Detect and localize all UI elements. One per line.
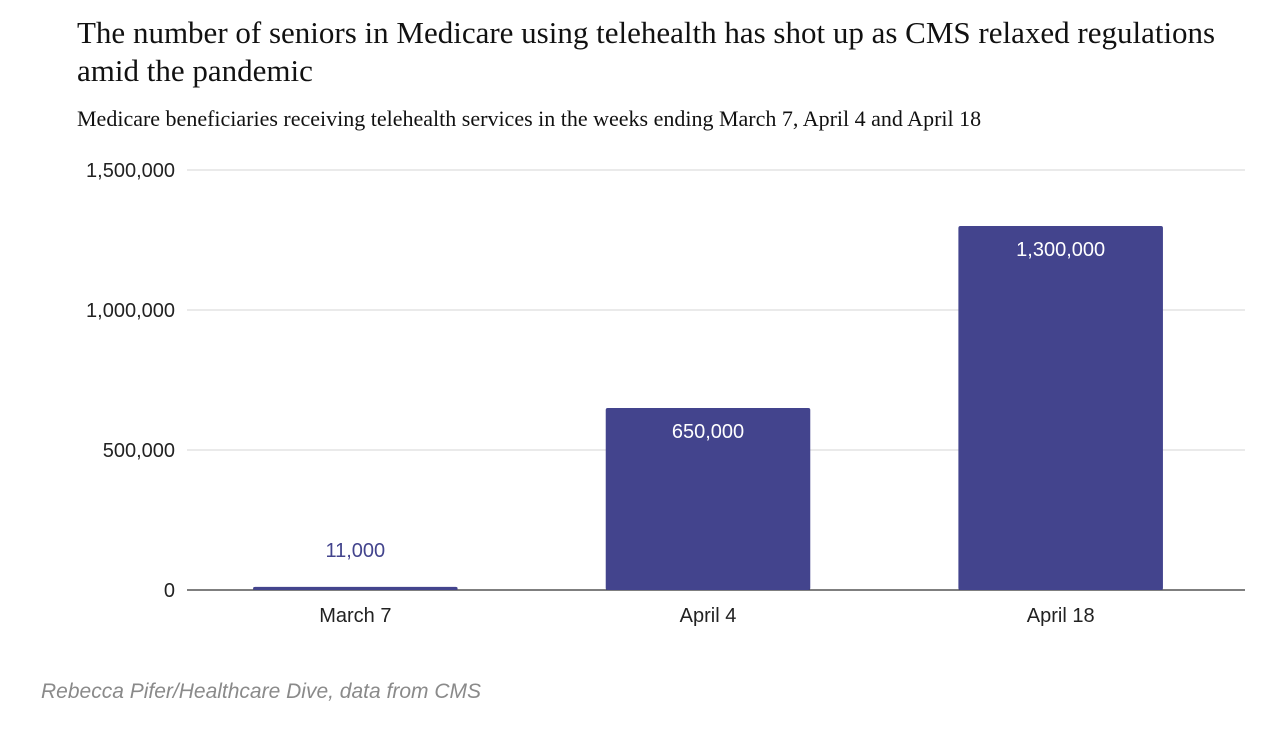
x-tick-label: April 18 xyxy=(1027,605,1095,627)
y-axis-ticks: 0 500,000 1,000,000 1,500,000 xyxy=(86,160,175,602)
x-axis-labels: March 7 April 4 April 18 xyxy=(319,605,1094,627)
data-label: 11,000 xyxy=(325,540,385,562)
bar xyxy=(253,586,458,590)
y-tick-label: 1,000,000 xyxy=(86,300,175,322)
y-tick-label: 1,500,000 xyxy=(86,160,175,182)
bar xyxy=(605,408,811,590)
y-tick-label: 500,000 xyxy=(103,440,175,462)
data-label: 650,000 xyxy=(672,421,744,443)
source-credit: Rebecca Pifer/Healthcare Dive, data from… xyxy=(41,680,482,703)
x-tick-label: April 4 xyxy=(680,605,737,627)
y-tick-label: 0 xyxy=(164,580,175,602)
bar xyxy=(958,226,1163,590)
data-label: 1,300,000 xyxy=(1016,239,1105,261)
chart-title: The number of seniors in Medicare using … xyxy=(77,15,1216,88)
chart-subtitle: Medicare beneficiaries receiving telehea… xyxy=(77,106,982,131)
bar-chart: 0 500,000 1,000,000 1,500,000 11,000 650,000… xyxy=(86,160,1245,627)
bars: 11,000 650,000 1,300,000 xyxy=(253,226,1163,590)
x-tick-label: March 7 xyxy=(319,605,391,627)
